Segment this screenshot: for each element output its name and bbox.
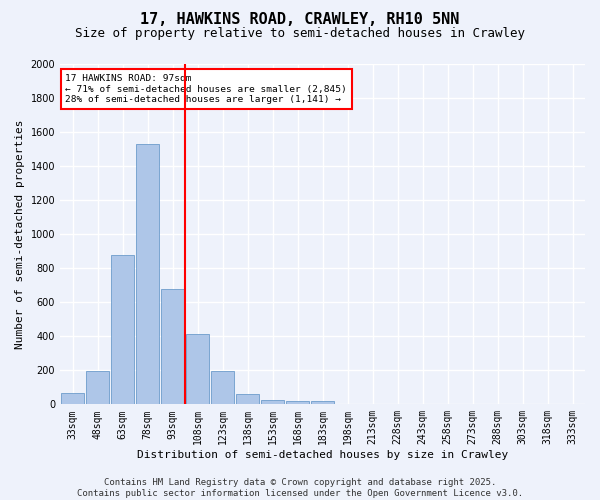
Y-axis label: Number of semi-detached properties: Number of semi-detached properties <box>15 120 25 349</box>
Bar <box>161 288 184 405</box>
Bar <box>260 400 284 404</box>
Bar <box>61 394 85 404</box>
Bar <box>211 371 235 404</box>
Bar <box>236 394 259 404</box>
Text: 17, HAWKINS ROAD, CRAWLEY, RH10 5NN: 17, HAWKINS ROAD, CRAWLEY, RH10 5NN <box>140 12 460 28</box>
Bar <box>110 254 134 404</box>
Bar <box>311 402 334 404</box>
Bar <box>136 144 160 405</box>
Bar <box>185 334 209 404</box>
Bar <box>86 371 109 404</box>
Bar <box>286 401 310 404</box>
X-axis label: Distribution of semi-detached houses by size in Crawley: Distribution of semi-detached houses by … <box>137 450 508 460</box>
Text: Size of property relative to semi-detached houses in Crawley: Size of property relative to semi-detach… <box>75 28 525 40</box>
Text: Contains HM Land Registry data © Crown copyright and database right 2025.
Contai: Contains HM Land Registry data © Crown c… <box>77 478 523 498</box>
Text: 17 HAWKINS ROAD: 97sqm
← 71% of semi-detached houses are smaller (2,845)
28% of : 17 HAWKINS ROAD: 97sqm ← 71% of semi-det… <box>65 74 347 104</box>
